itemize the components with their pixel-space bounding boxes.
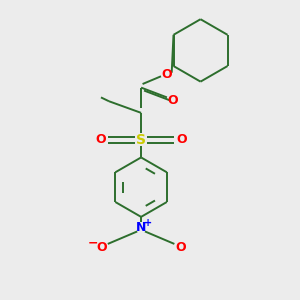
Text: N: N (136, 221, 146, 234)
Text: −: − (88, 236, 98, 250)
Text: O: O (167, 94, 178, 106)
Text: S: S (136, 133, 146, 147)
Text: O: O (96, 241, 107, 254)
Text: O: O (95, 133, 106, 146)
Text: O: O (176, 133, 187, 146)
Text: O: O (175, 241, 186, 254)
Text: +: + (144, 218, 152, 227)
Text: O: O (161, 68, 172, 81)
